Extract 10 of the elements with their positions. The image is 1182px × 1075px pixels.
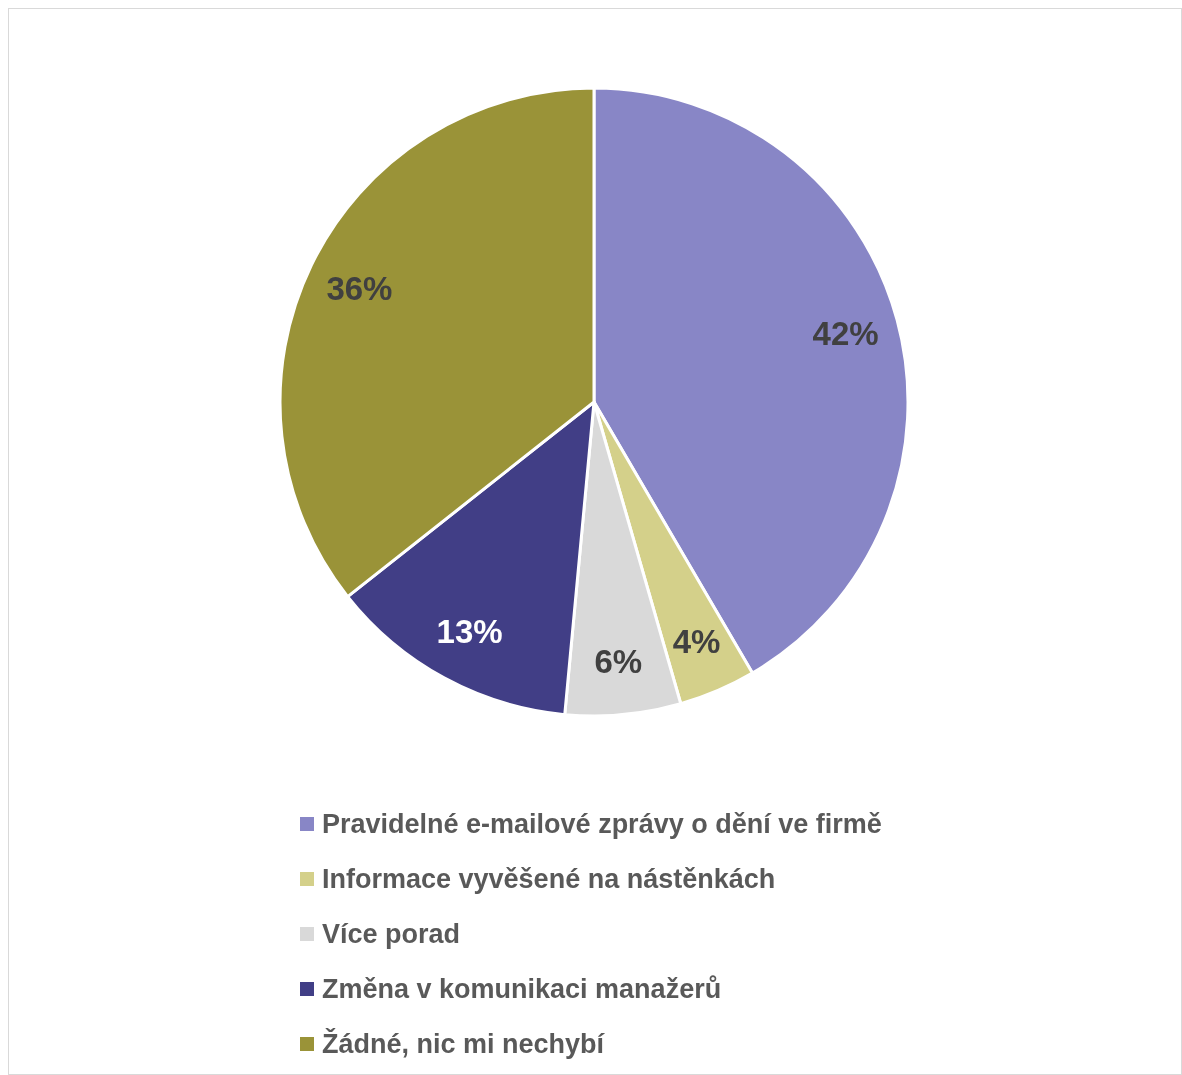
data-label: 4% <box>672 623 721 661</box>
data-label: 13% <box>436 612 503 650</box>
legend-label: Pravidelné e-mailové zprávy o dění ve firmě <box>322 809 882 839</box>
legend-label: Více porad <box>322 919 461 949</box>
legend-label: Žádné, nic mi nechybí <box>322 1028 606 1059</box>
legend-label: Informace vyvěšené na nástěnkách <box>322 864 776 894</box>
legend-label: Změna v komunikaci manažerů <box>322 974 722 1004</box>
data-label: 36% <box>326 269 393 307</box>
data-label: 42% <box>812 315 879 353</box>
data-label: 6% <box>594 642 643 680</box>
